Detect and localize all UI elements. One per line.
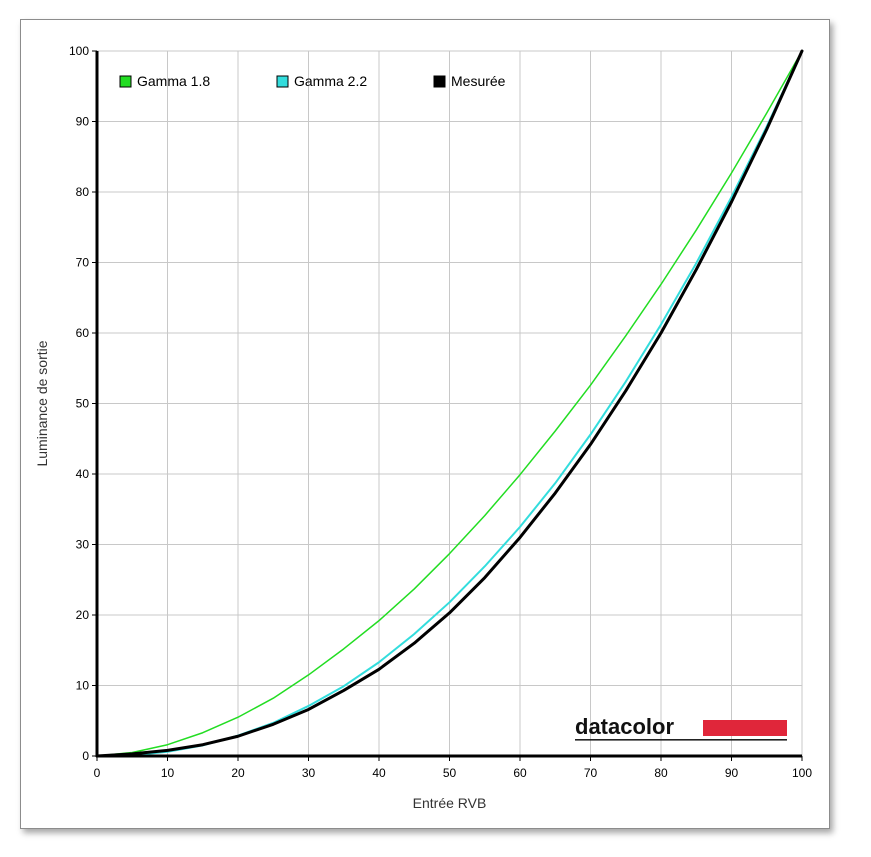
chart-frame: 0 10 20 30 40 50 60 70 80 90 100 0 10 20 30 40 50 60 70 80 9… [20,19,830,829]
logo-text: datacolor [575,714,674,739]
series-layer [95,49,804,758]
x-tick-label: 60 [513,766,527,780]
y-axis-title: Luminance de sortie [34,340,50,466]
x-tick-label: 20 [231,766,245,780]
series-line-3 [95,49,804,758]
legend-label: Gamma 2.2 [294,73,367,89]
legend-swatch [119,75,132,88]
x-tick-label: 40 [372,766,386,780]
legend-swatch [276,75,289,88]
y-tick-label: 40 [76,467,90,481]
datacolor-logo: datacolor [575,714,787,741]
legend: Gamma 1.8 Gamma 2.2 Mesurée [119,73,506,89]
y-tick-label: 50 [76,397,90,411]
series-line-1 [96,50,803,757]
legend-label: Mesurée [451,73,506,89]
y-tick-label: 80 [76,185,90,199]
tick-labels: 0 10 20 30 40 50 60 70 80 90 100 0 10 20 30 40 50 60 70 80 9… [69,44,812,780]
x-tick-label: 70 [584,766,598,780]
logo-underline [575,739,787,741]
x-tick-label: 50 [443,766,457,780]
grid [97,50,803,756]
x-tick-label: 80 [654,766,668,780]
y-tick-label: 30 [76,538,90,552]
axes [92,50,803,761]
legend-label: Gamma 1.8 [137,73,210,89]
x-tick-label: 0 [94,766,101,780]
y-tick-label: 90 [76,115,90,129]
y-tick-label: 60 [76,326,90,340]
chart-svg: 0 10 20 30 40 50 60 70 80 90 100 0 10 20 30 40 50 60 70 80 9… [34,44,812,811]
x-tick-label: 10 [161,766,175,780]
legend-swatch [433,75,446,88]
x-tick-label: 30 [302,766,316,780]
logo-red-bar [703,720,787,736]
x-axis-title: Entrée RVB [413,795,487,811]
x-tick-label: 100 [792,766,812,780]
y-tick-label: 100 [69,44,89,58]
x-tick-label: 90 [725,766,739,780]
y-tick-label: 20 [76,608,90,622]
y-tick-label: 10 [76,679,90,693]
y-tick-label: 70 [76,256,90,270]
y-tick-label: 0 [82,749,89,763]
